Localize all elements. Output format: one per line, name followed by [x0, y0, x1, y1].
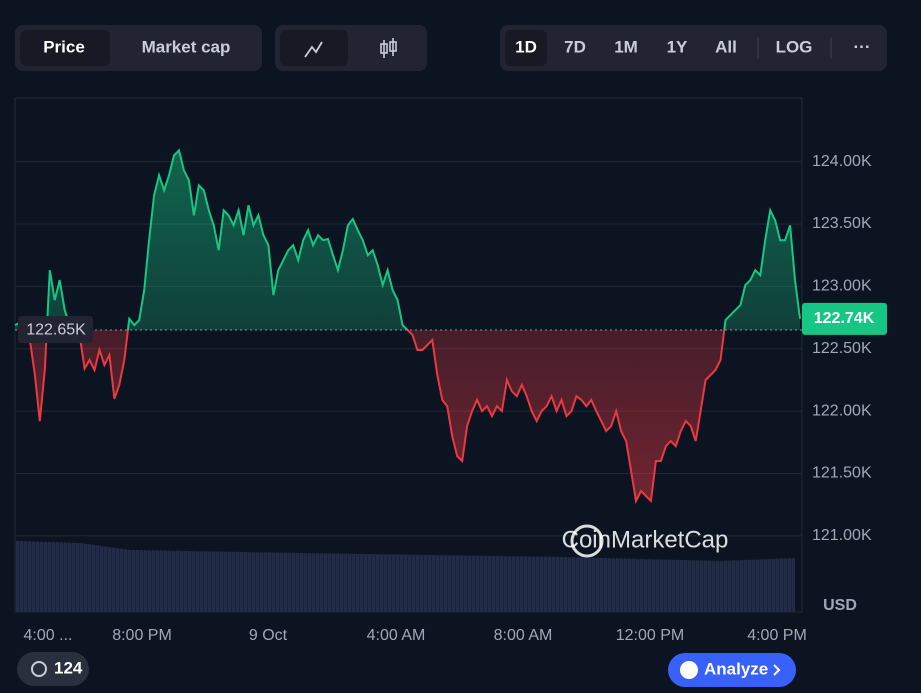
y-tick-label: 124.00K	[812, 153, 872, 170]
watermark-logo	[570, 524, 604, 558]
line-icon-btn[interactable]	[280, 30, 348, 66]
x-tick-label: 8:00 AM	[494, 627, 553, 644]
x-tick-label: 4:00 PM	[747, 627, 807, 644]
price-tab[interactable]: Price	[43, 37, 85, 56]
y-tick-label: 123.00K	[812, 278, 872, 295]
y-tick-label: 122.00K	[812, 402, 872, 419]
range-toolbar	[500, 25, 887, 71]
y-tick-label: 121.50K	[812, 465, 872, 482]
price-line-up	[14, 148, 801, 331]
price-tab-bg[interactable]	[20, 30, 110, 66]
log-toggle[interactable]: LOG	[776, 37, 813, 56]
analyze-icon	[680, 661, 698, 679]
range-button[interactable]: All	[715, 37, 737, 56]
baseline-label-bg	[18, 316, 93, 344]
history-count[interactable]: 124	[54, 658, 83, 677]
chevron	[773, 664, 781, 676]
range-button[interactable]: 1Y	[667, 37, 688, 56]
x-tick-label: 4:00 ...	[24, 627, 73, 644]
range-button[interactable]: 1M	[614, 37, 638, 56]
currency-label: USD	[823, 597, 857, 614]
current-price-bg	[802, 302, 887, 335]
history-badge[interactable]	[17, 652, 89, 686]
candle-icon[interactable]	[380, 38, 397, 58]
x-tick-label: 8:00 PM	[112, 627, 172, 644]
y-tick-label: 123.50K	[812, 215, 872, 232]
baseline-label: 122.65K	[26, 321, 86, 338]
x-tick-label: 9 Oct	[249, 627, 288, 644]
area-down	[15, 330, 800, 501]
range-button[interactable]: 7D	[564, 37, 586, 56]
watermark: CoinMarketCap	[562, 526, 729, 553]
x-tick-label: 12:00 PM	[616, 627, 684, 644]
range-button[interactable]: 1D	[515, 37, 537, 56]
history-icon	[31, 661, 47, 677]
analyze-label[interactable]: Analyze	[704, 659, 768, 678]
market-cap-tab[interactable]: Market cap	[142, 37, 231, 56]
x-tick-label: 4:00 AM	[367, 627, 426, 644]
range-active-bg[interactable]	[505, 30, 547, 66]
y-tick-label: 122.50K	[812, 340, 872, 357]
more-button[interactable]: ···	[854, 37, 871, 56]
analyze-button[interactable]	[668, 653, 796, 687]
volume-bars	[15, 541, 795, 612]
price-line-down	[23, 330, 726, 505]
current-price-label: 122.74K	[814, 310, 875, 327]
line-icon	[304, 41, 323, 58]
area-up	[15, 150, 800, 331]
y-tick-label: 121.00K	[812, 527, 872, 544]
